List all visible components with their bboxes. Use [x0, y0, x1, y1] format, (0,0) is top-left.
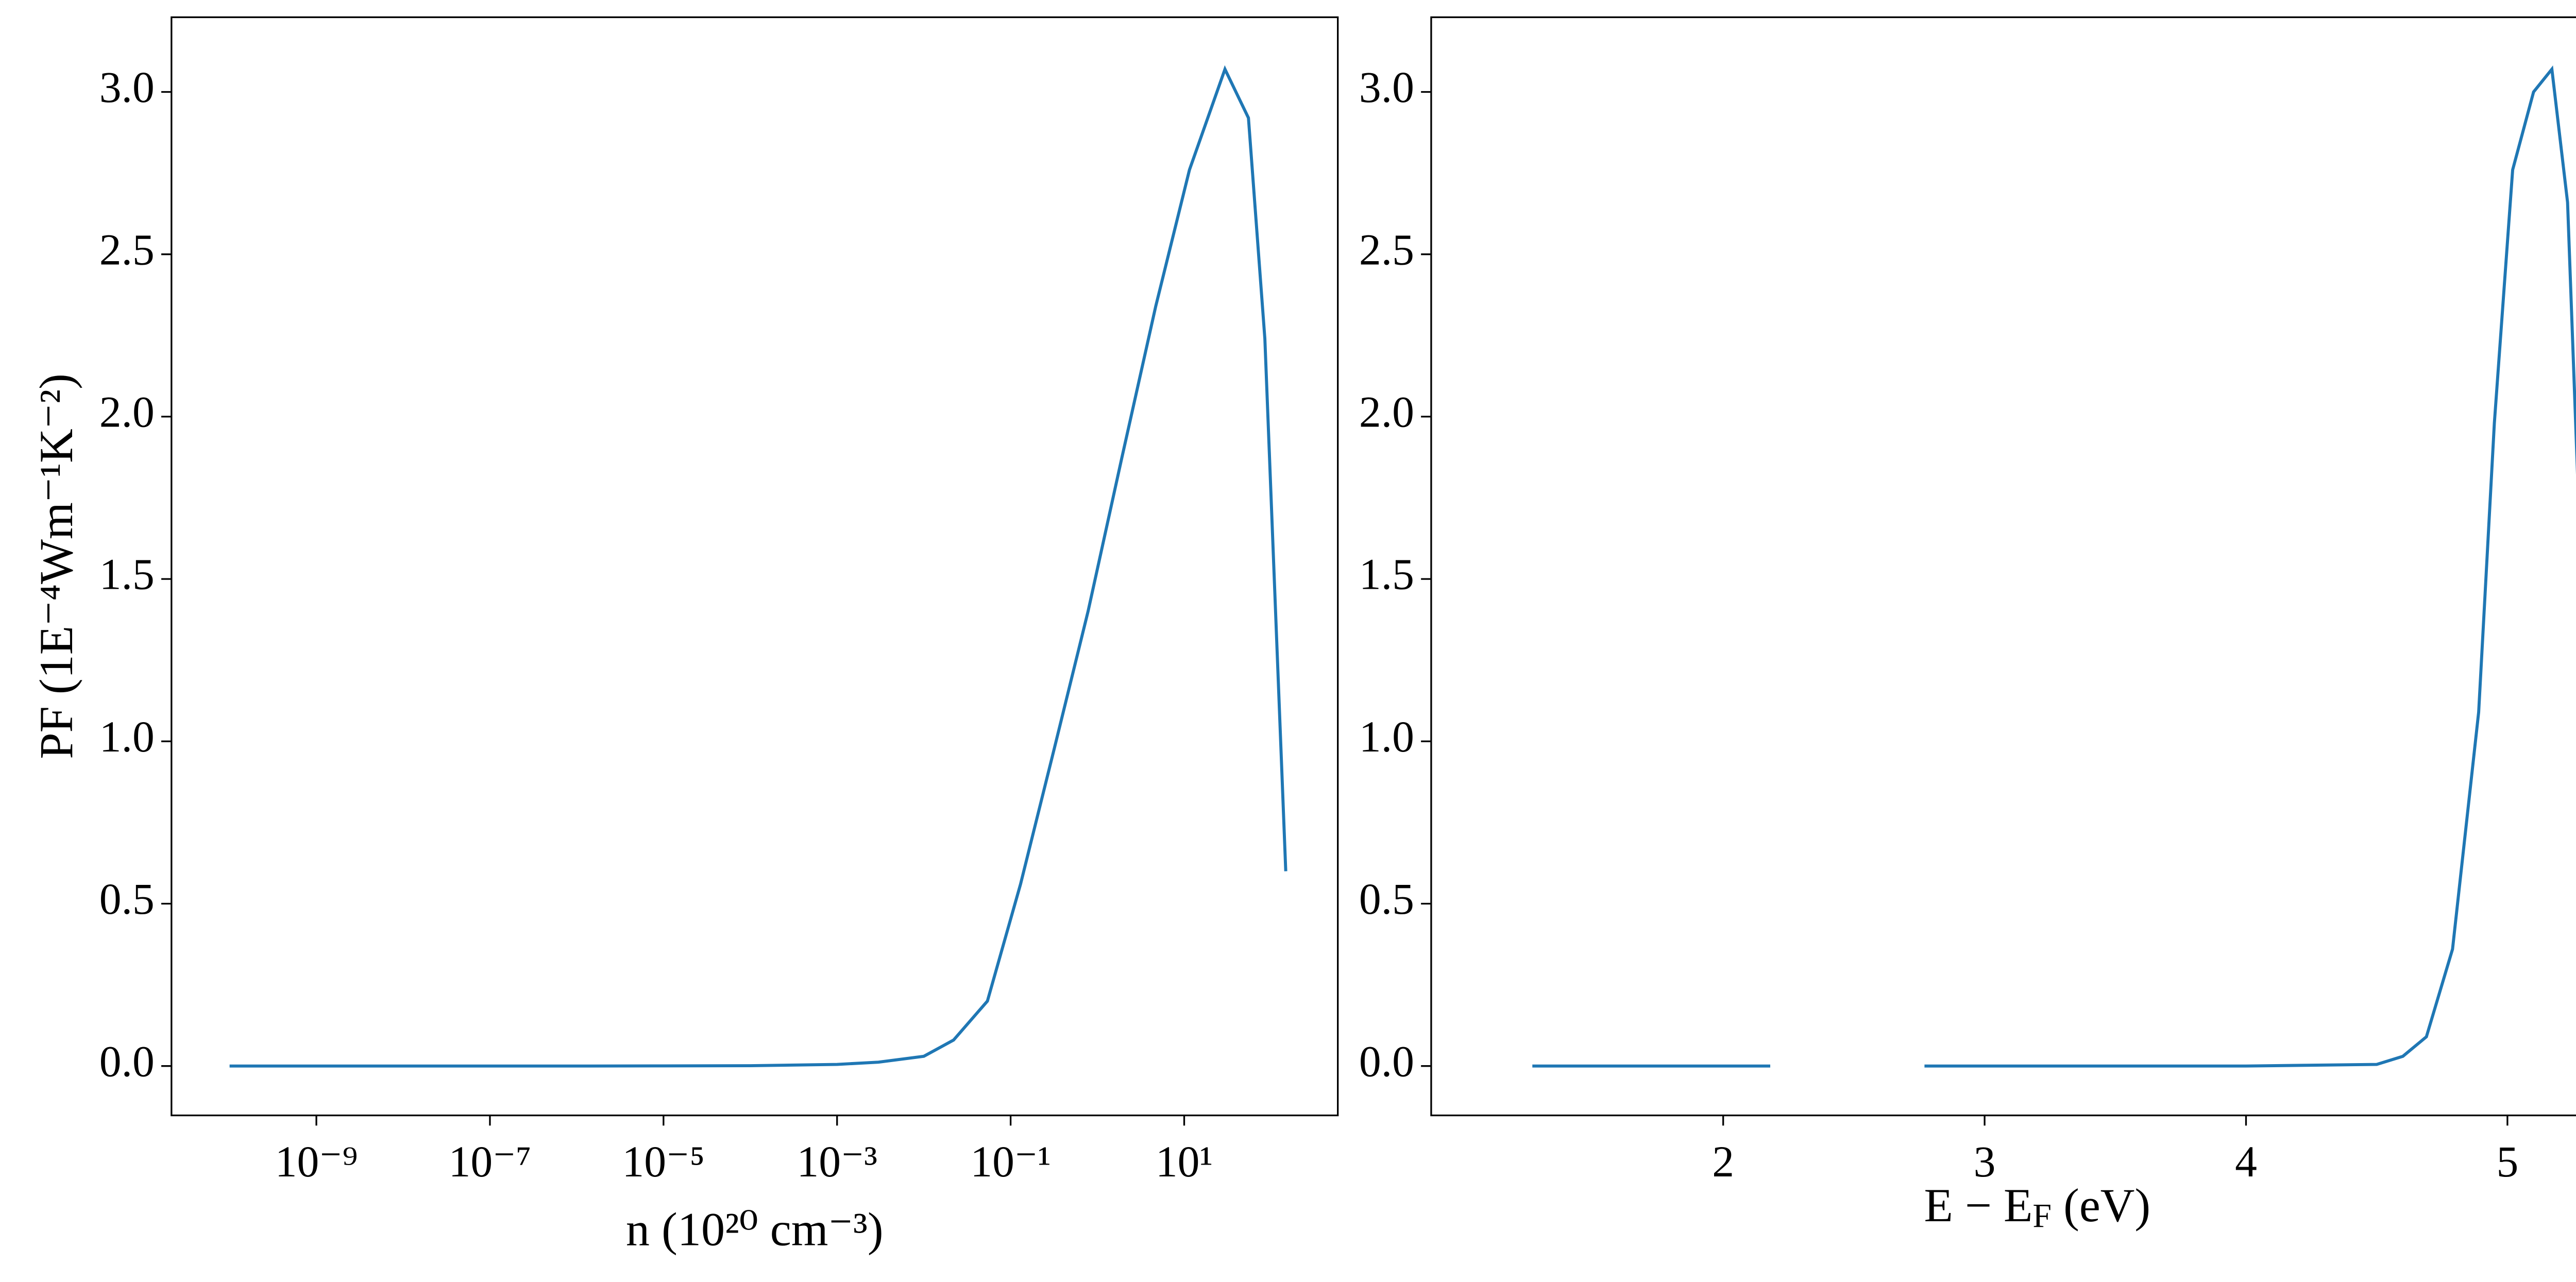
x-tick-label: 10⁻⁹ [275, 1137, 358, 1186]
x-tick-label: 3 [1974, 1137, 1996, 1186]
x-tick-label: 10⁻⁵ [622, 1137, 705, 1186]
y-tick-label: 1.5 [1359, 550, 1414, 599]
y-tick-label: 0.5 [99, 875, 155, 924]
y-tick-label: 1.0 [1359, 712, 1414, 761]
x-axis-label-part: F [2032, 1197, 2052, 1235]
y-tick-label: 2.0 [99, 388, 155, 437]
y-tick-label: 0.0 [99, 1037, 155, 1086]
x-axis-label-part: E − E [1924, 1179, 2033, 1232]
y-tick-label: 2.5 [99, 225, 155, 274]
line-series [229, 65, 1287, 1068]
y-tick-label: 1.5 [99, 550, 155, 599]
plot-frame [171, 16, 1339, 1117]
x-tick-label: 10⁻³ [796, 1137, 877, 1186]
line-series [1532, 65, 2576, 1068]
y-tick-label: 1.0 [99, 712, 155, 761]
y-tick-label: 2.5 [1359, 225, 1414, 274]
y-tick-label: 0.0 [1359, 1037, 1414, 1086]
y-axis-label: PF (1E⁻⁴Wm⁻¹K⁻²) [30, 373, 82, 759]
x-tick-label: 10⁻⁷ [449, 1137, 532, 1186]
x-axis-label: n (10²⁰ cm⁻³) [626, 1203, 884, 1255]
y-tick-label: 2.0 [1359, 388, 1414, 437]
x-tick-label: 4 [2235, 1137, 2257, 1186]
x-axis-label-part: (eV) [2052, 1179, 2150, 1232]
x-tick-label: 5 [2496, 1137, 2518, 1186]
plot-frame [1430, 16, 2576, 1117]
x-axis-label: E − EF (eV) [1924, 1179, 2151, 1234]
x-tick-label: 10¹ [1156, 1137, 1213, 1186]
x-tick-label: 10⁻¹ [970, 1137, 1051, 1186]
y-tick-label: 0.5 [1359, 875, 1414, 924]
y-tick-label: 3.0 [1359, 63, 1414, 112]
y-tick-label: 3.0 [99, 63, 155, 112]
chart: 0.0 0.5 1.0 1.5 2.0 2.5 3.0 10⁻⁹ 10⁻⁷ 10⁻⁵ 10⁻³ 10⁻… [30, 16, 1339, 1255]
chart: 0.0 0.5 1.0 1.5 2.0 2.5 3.0 2 3 4 5 E − EF (eV) [1359, 16, 2576, 1235]
x-tick-label: 2 [1712, 1137, 1734, 1186]
